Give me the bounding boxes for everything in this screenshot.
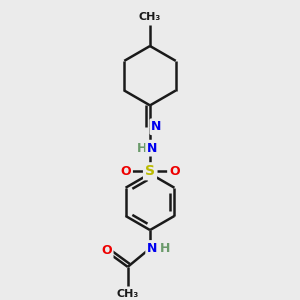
Text: CH₃: CH₃	[139, 12, 161, 22]
Text: O: O	[120, 165, 131, 178]
Text: N: N	[147, 142, 158, 154]
Text: S: S	[145, 164, 155, 178]
Text: O: O	[101, 244, 112, 257]
Text: H: H	[136, 142, 147, 154]
Text: N: N	[147, 242, 158, 255]
Text: N: N	[151, 120, 162, 133]
Text: H: H	[160, 242, 171, 255]
Text: O: O	[169, 165, 180, 178]
Text: CH₃: CH₃	[117, 290, 139, 299]
